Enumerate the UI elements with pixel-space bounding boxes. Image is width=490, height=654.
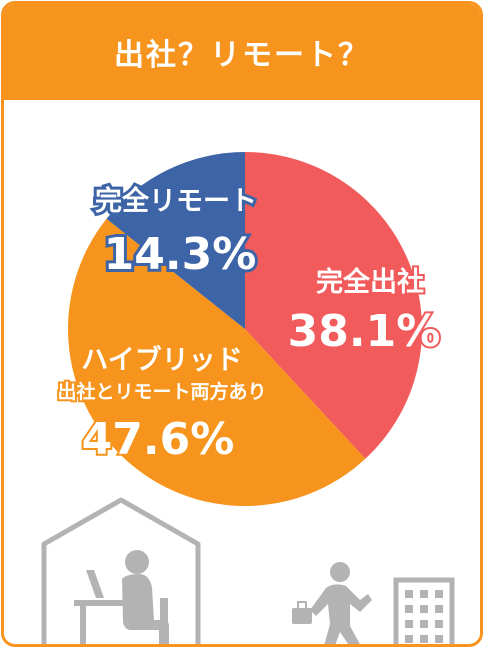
businessman-walking-icon <box>292 562 372 644</box>
office-building-icon <box>393 577 455 644</box>
page-title: 出社？リモート？ <box>114 38 370 73</box>
pie-slice-remote <box>106 152 246 329</box>
slice-label-office: 完全出社 <box>316 266 424 298</box>
survey-card: 出社？リモート？ 完全出社 38.1% 完全リモート 14.3% ハイブリッド … <box>1 1 483 647</box>
pie-slice-hybrid <box>68 218 366 506</box>
pie-chart: 完全出社 38.1% 完全リモート 14.3% ハイブリッド 出社とリモート両方… <box>41 152 455 644</box>
pie-slice-office <box>245 152 423 459</box>
slice-value-office: 38.1% <box>288 306 441 357</box>
slice-value-hybrid: 47.6% <box>82 414 235 465</box>
slice-label-remote: 完全リモート <box>95 185 257 217</box>
house-desk-worker-icon <box>41 497 201 644</box>
slice-label-hybrid-line2: 出社とリモート両方あり <box>57 380 266 403</box>
slice-value-remote: 14.3% <box>104 229 257 280</box>
slice-label-hybrid-line1: ハイブリッド <box>81 344 242 376</box>
pie-slices <box>68 152 423 506</box>
header-bar: 出社？リモート？ <box>4 4 480 100</box>
